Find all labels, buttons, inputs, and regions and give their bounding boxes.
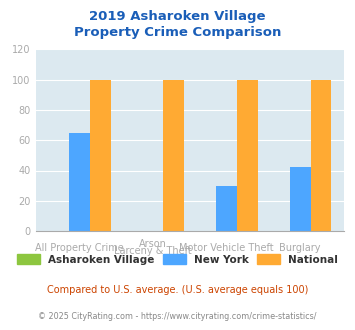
Bar [69,133,90,231]
Text: Burglary: Burglary [279,243,321,252]
Bar [217,185,237,231]
Text: Larceny & Theft: Larceny & Theft [114,246,192,256]
Bar [290,167,311,231]
Legend: Asharoken Village, New York, National: Asharoken Village, New York, National [17,254,338,265]
Bar [237,80,258,231]
Text: 2019 Asharoken Village
Property Crime Comparison: 2019 Asharoken Village Property Crime Co… [74,10,281,39]
Text: Motor Vehicle Theft: Motor Vehicle Theft [179,243,274,252]
Text: Compared to U.S. average. (U.S. average equals 100): Compared to U.S. average. (U.S. average … [47,285,308,295]
Text: All Property Crime: All Property Crime [35,243,124,252]
Bar [311,80,331,231]
Text: Arson: Arson [139,239,167,249]
Text: © 2025 CityRating.com - https://www.cityrating.com/crime-statistics/: © 2025 CityRating.com - https://www.city… [38,312,317,321]
Bar [163,80,184,231]
Bar [90,80,110,231]
